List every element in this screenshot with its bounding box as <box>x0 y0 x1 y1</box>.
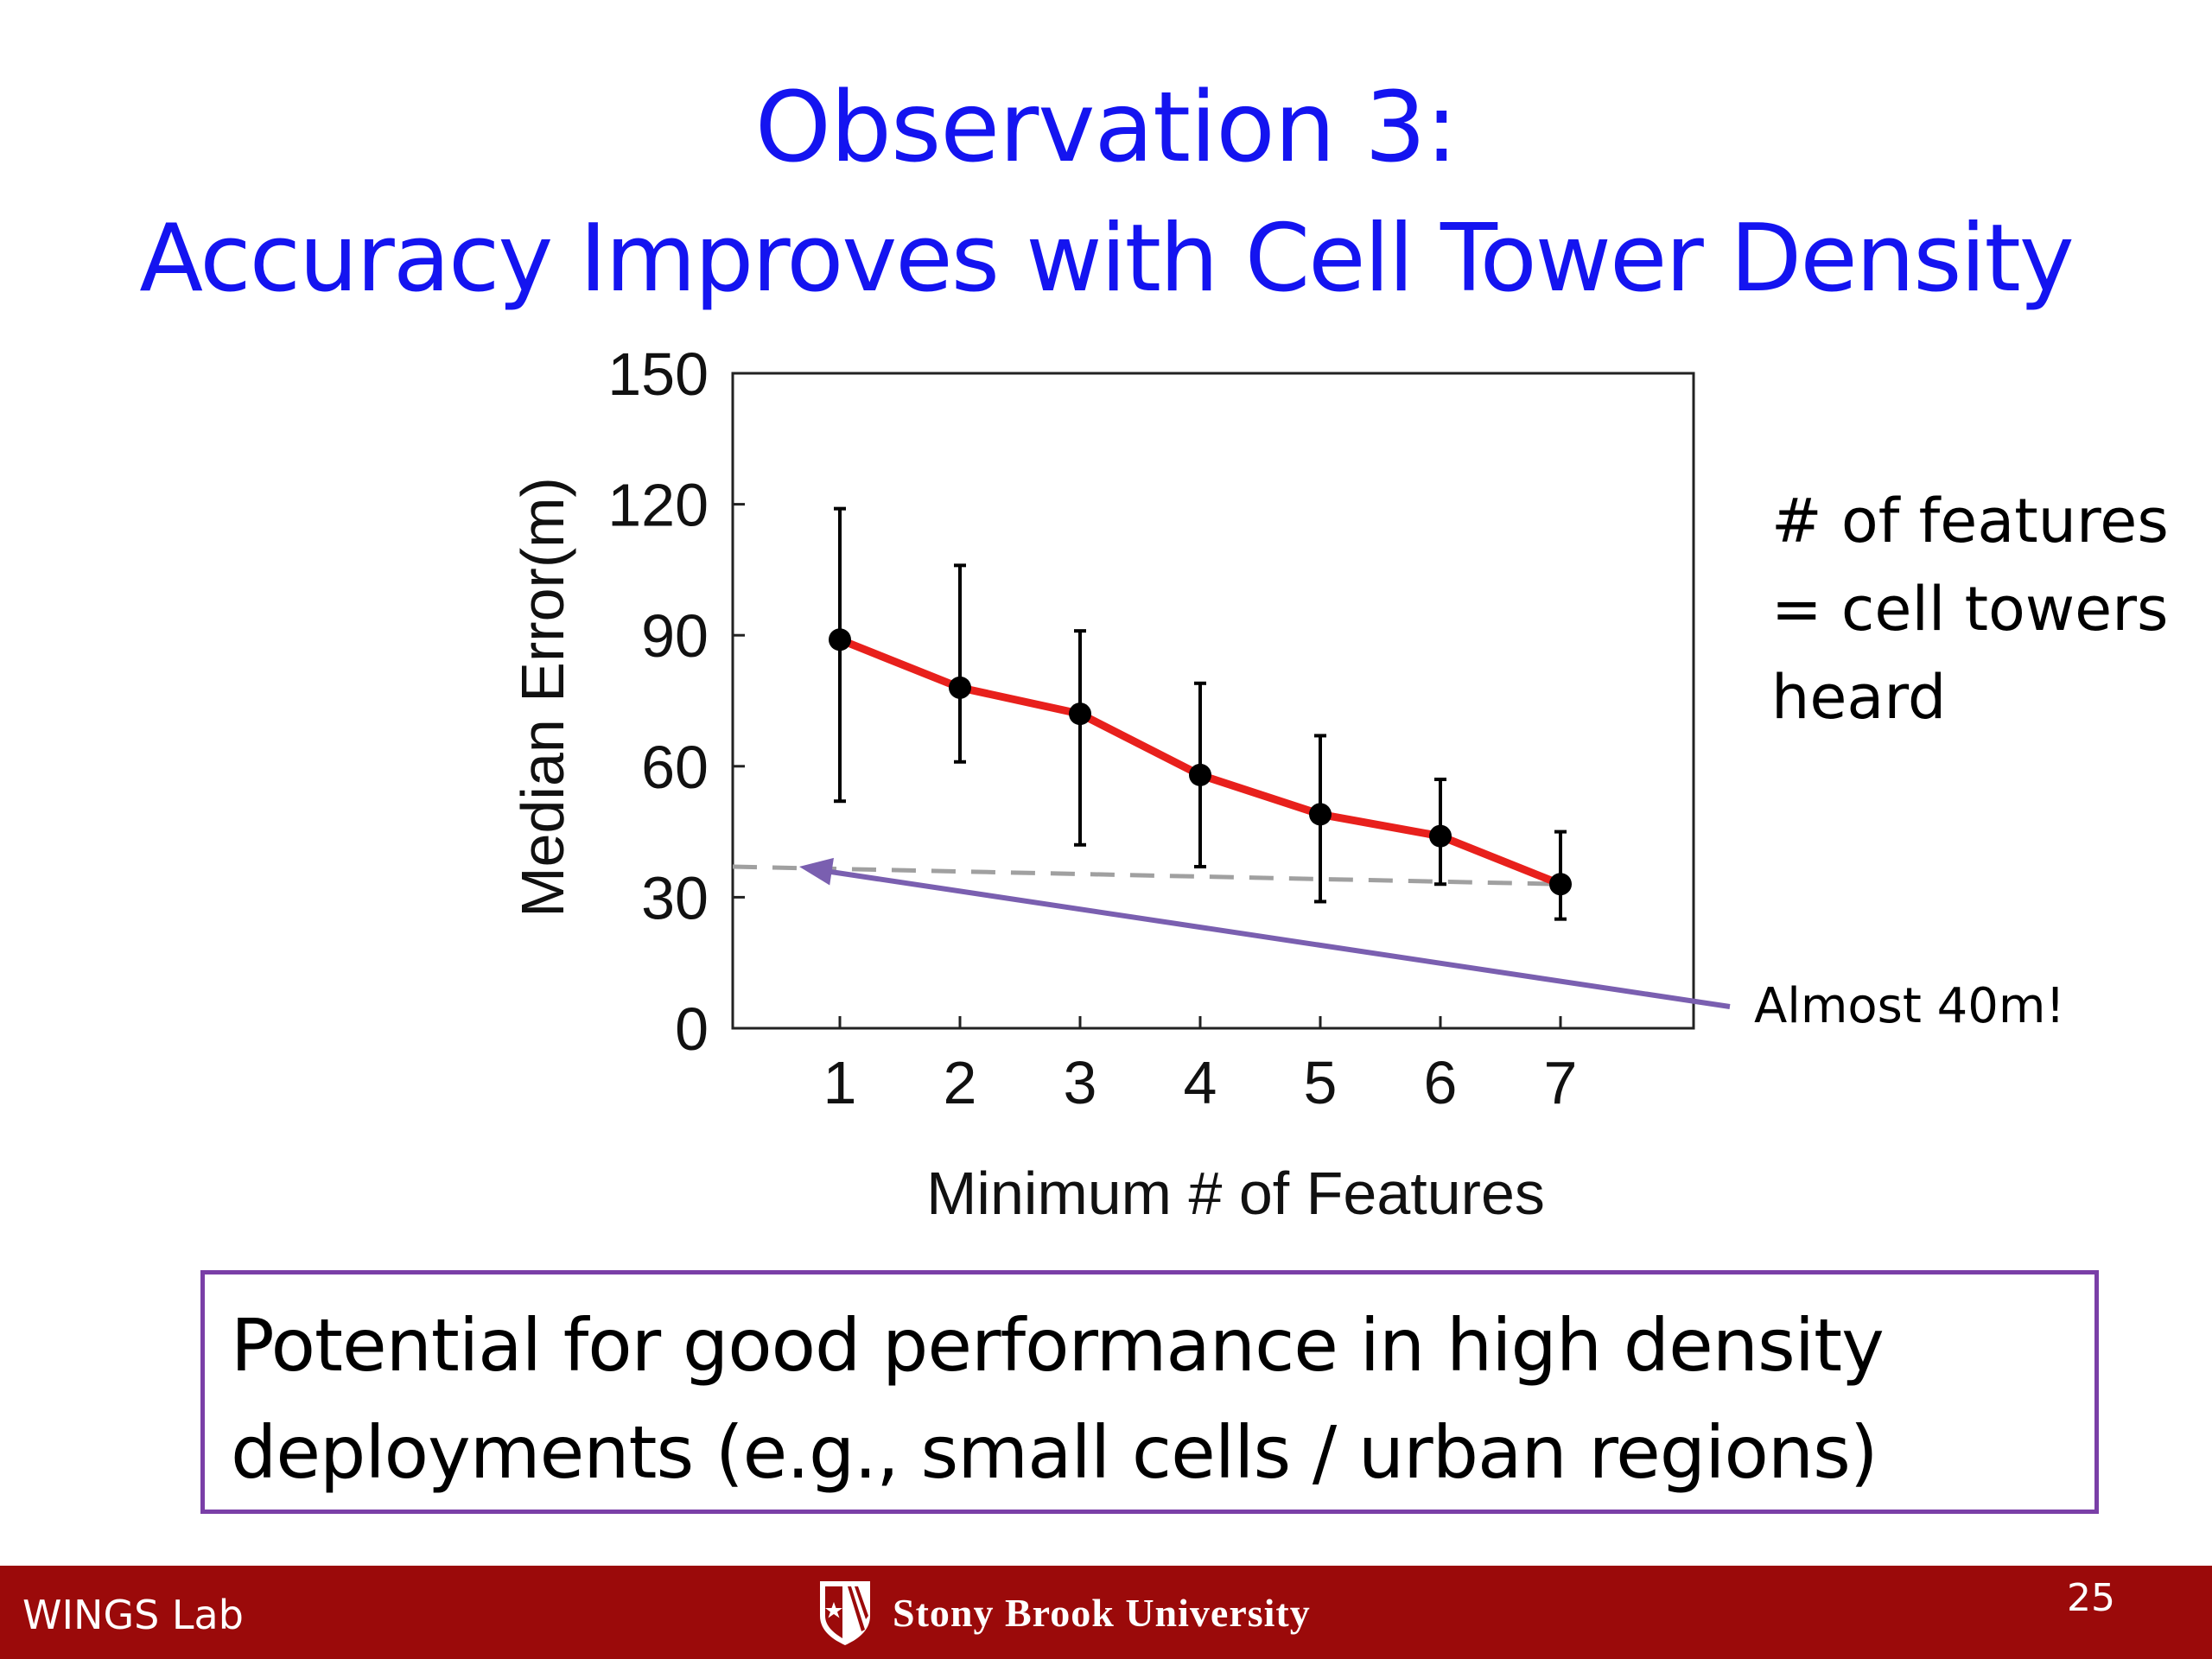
y-tick-label: 150 <box>607 340 709 408</box>
shield-icon <box>820 1581 870 1645</box>
y-tick-label: 90 <box>641 602 709 670</box>
data-point <box>829 628 851 652</box>
plot-frame <box>731 372 1695 1030</box>
x-tick-label: 1 <box>823 1049 857 1116</box>
y-tick-label: 0 <box>675 995 709 1063</box>
arrow-shaft <box>807 866 1731 1009</box>
y-tick-label: 30 <box>641 864 709 931</box>
annotation-label: Almost 40m! <box>1754 978 2065 1034</box>
x-tick-label: 5 <box>1304 1049 1338 1116</box>
footer-bar: WINGS Lab Stony Brook University 25 <box>0 1566 2212 1659</box>
median-error-chart: 0 30 60 90 120 150 1 2 3 4 5 6 7 Minimum # of Featur… <box>509 340 1731 1227</box>
x-tick-label: 3 <box>1064 1049 1097 1116</box>
x-tick-label: 6 <box>1424 1049 1458 1116</box>
footer-lab-name: WINGS Lab <box>22 1592 244 1638</box>
slide-title-line-1: Observation 3: <box>754 72 1459 184</box>
data-point <box>1309 803 1332 826</box>
reference-dashed-line <box>732 864 1561 887</box>
side-note: # of features = cell towers heard <box>1771 486 2169 733</box>
y-axis-label: Median Error(m) <box>509 477 576 918</box>
university-name: Stony Brook University <box>893 1590 1311 1635</box>
x-tick-label: 4 <box>1184 1049 1217 1116</box>
x-tick-label: 2 <box>944 1049 977 1116</box>
y-tick-label: 120 <box>607 472 709 539</box>
x-tick-label: 7 <box>1544 1049 1578 1116</box>
slide-title-line-2: Accuracy Improves with Cell Tower Densit… <box>139 205 2075 313</box>
y-tick-label: 60 <box>641 734 709 801</box>
arrow-head <box>799 857 834 886</box>
university-logo: Stony Brook University <box>817 1578 1311 1647</box>
data-point <box>949 676 971 699</box>
data-point <box>1549 873 1572 896</box>
data-point <box>1429 824 1452 848</box>
x-axis-label: Minimum # of Features <box>926 1160 1545 1227</box>
callout-text: Potential for good performance in high d… <box>231 1303 1885 1495</box>
data-point <box>1069 702 1091 726</box>
page-number: 25 <box>2067 1576 2115 1620</box>
callout-box: Potential for good performance in high d… <box>200 1270 2099 1514</box>
data-point <box>1189 763 1211 786</box>
